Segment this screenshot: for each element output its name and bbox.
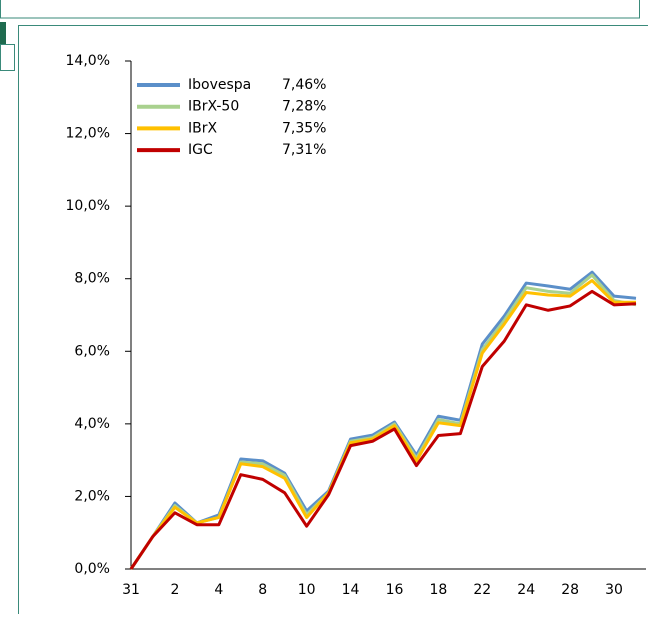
y-tick-label: 4,0% <box>74 416 110 432</box>
legend-value: 7,46% <box>282 77 326 93</box>
x-tick-label: 4 <box>214 582 223 598</box>
side-tab <box>0 22 6 44</box>
x-tick-label: 24 <box>517 582 535 598</box>
legend-label: IGC <box>188 142 213 158</box>
x-tick-label: 8 <box>258 582 267 598</box>
x-tick-label: 31 <box>122 582 140 598</box>
legend-label: IBrX <box>188 120 217 136</box>
side-box <box>1 45 15 71</box>
x-tick-label: 10 <box>298 582 316 598</box>
legend-label: Ibovespa <box>188 77 251 93</box>
x-tick-label: 14 <box>342 582 360 598</box>
y-tick-label: 10,0% <box>66 198 110 214</box>
x-tick-label: 22 <box>473 582 491 598</box>
legend-label: IBrX-50 <box>188 99 239 115</box>
y-tick-label: 8,0% <box>74 271 110 287</box>
legend-value: 7,31% <box>282 142 326 158</box>
x-tick-label: 30 <box>605 582 623 598</box>
x-tick-label: 2 <box>170 582 179 598</box>
legend-value: 7,28% <box>282 99 326 115</box>
y-tick-label: 6,0% <box>74 343 110 359</box>
y-tick-label: 14,0% <box>66 53 110 69</box>
x-tick-label: 28 <box>561 582 579 598</box>
x-tick-label: 18 <box>429 582 447 598</box>
top-frame <box>1 0 640 18</box>
legend-value: 7,35% <box>282 120 326 136</box>
x-tick-label: 16 <box>386 582 404 598</box>
panel-frame <box>19 26 648 615</box>
y-tick-label: 0,0% <box>74 561 110 577</box>
y-tick-label: 12,0% <box>66 126 110 142</box>
y-tick-label: 2,0% <box>74 488 110 504</box>
